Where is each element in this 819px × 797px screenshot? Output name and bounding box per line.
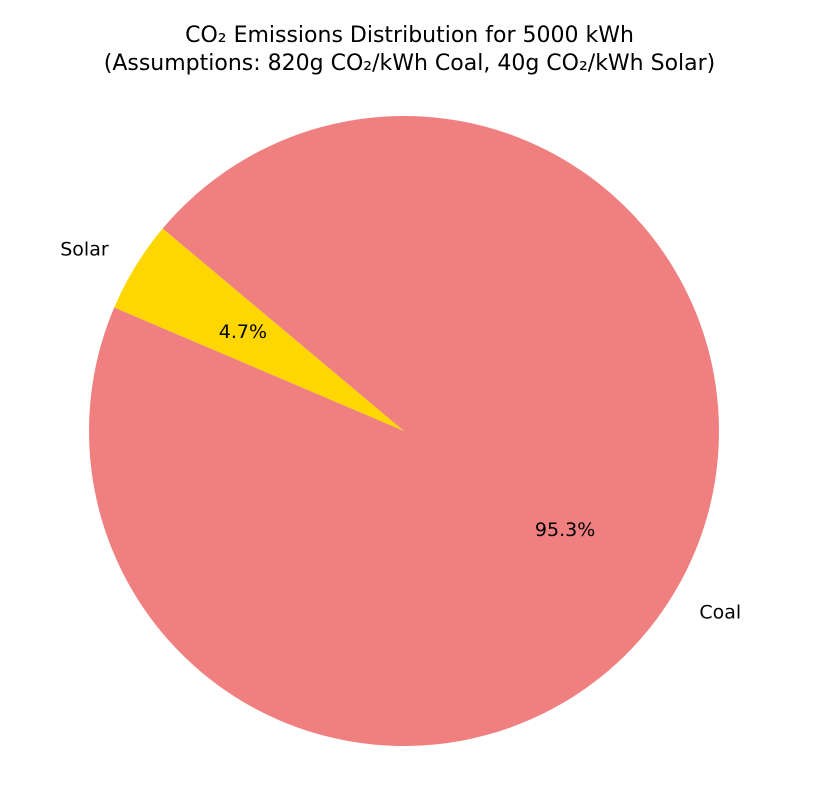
pie-category-label-solar: Solar bbox=[60, 239, 109, 261]
chart-title-line-1: CO₂ Emissions Distribution for 5000 kWh bbox=[185, 23, 634, 48]
pie-category-label-coal: Coal bbox=[699, 601, 741, 623]
chart-title-line-2: (Assumptions: 820g CO₂/kWh Coal, 40g CO₂… bbox=[103, 51, 716, 76]
pie-slice-solar bbox=[114, 228, 404, 431]
pie-slice-coal bbox=[88, 115, 719, 746]
pie-pct-label-coal: 95.3% bbox=[535, 519, 595, 541]
pie-pct-label-solar: 4.7% bbox=[219, 321, 267, 343]
